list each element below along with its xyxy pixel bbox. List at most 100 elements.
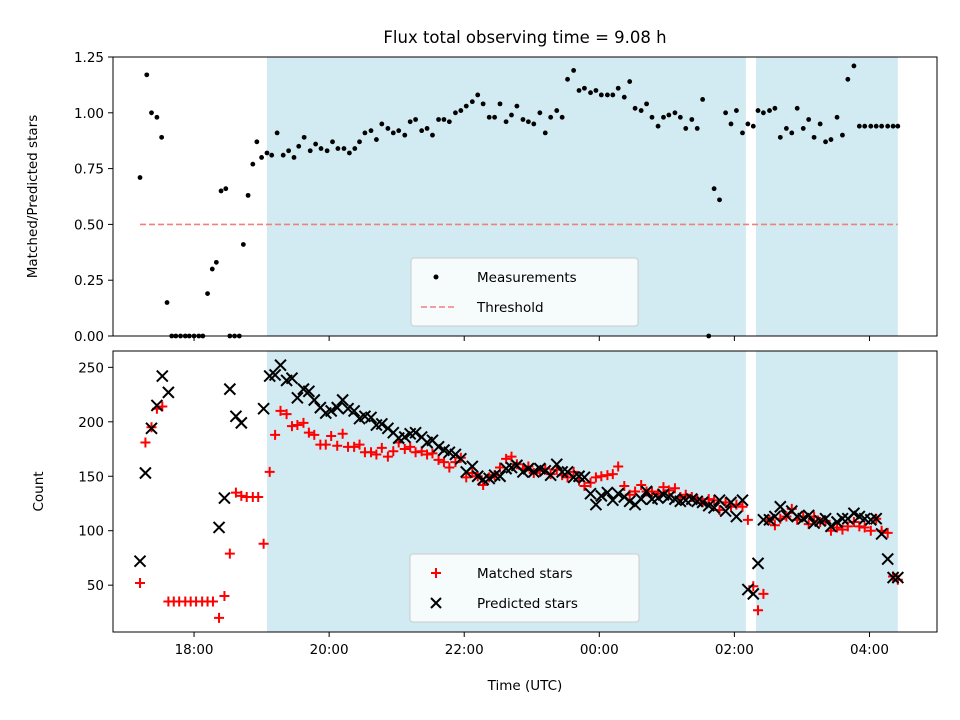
measurement-point — [677, 114, 683, 120]
measurement-point — [772, 105, 778, 111]
measurement-point — [672, 110, 678, 116]
measurement-point — [873, 123, 879, 129]
measurement-point — [509, 112, 514, 118]
matched-star-point — [219, 591, 230, 602]
matched-star-point — [309, 429, 320, 440]
measurement-point — [137, 175, 143, 180]
predicted-star-point — [584, 487, 597, 500]
predicted-star-point — [150, 399, 164, 412]
predicted-star-point — [302, 385, 316, 398]
matched-star-point — [298, 417, 309, 428]
measurement-point — [565, 76, 570, 82]
measurement-point — [352, 146, 358, 151]
matched-star-point — [135, 577, 146, 588]
measurement-point — [335, 146, 341, 151]
matched-star-point — [579, 481, 590, 492]
matched-star-point — [444, 462, 455, 473]
time-x-axis: 18:00 20:00 22:00 00:00 02:00 04:00 — [175, 632, 889, 658]
ratio-panel: 0.00 0.25 0.50 0.75 1.00 1.25 Matched/Predict… — [25, 50, 938, 345]
predicted-star-point — [595, 489, 608, 503]
measurement-point — [694, 126, 700, 131]
measurement-point — [621, 94, 627, 100]
matched-star-point — [326, 430, 337, 441]
predicted-star-point — [802, 509, 815, 522]
measurement-point — [800, 126, 806, 131]
matched-star-point — [753, 605, 764, 616]
measurement-point — [588, 90, 593, 96]
predicted-star-point — [640, 485, 653, 498]
matched-star-point — [349, 441, 360, 452]
measurement-point — [554, 108, 560, 113]
predicted-star-point — [891, 571, 905, 584]
count-shaded-interval-1 — [755, 351, 898, 632]
matched-star-point — [286, 421, 297, 432]
measurement-point — [828, 137, 834, 142]
measurement-point — [254, 139, 260, 145]
measurement-point — [374, 137, 379, 142]
measurement-point — [794, 105, 800, 111]
measurement-point — [717, 197, 722, 203]
predicted-star-point — [156, 369, 169, 383]
measurement-point — [497, 101, 503, 107]
time-x-tick-label: 04:00 — [850, 642, 889, 658]
matched-star-point — [607, 469, 618, 480]
ratio-legend: Measurements Threshold — [410, 257, 639, 327]
legend-matched-marker — [431, 568, 441, 578]
matched-star-point — [737, 501, 748, 512]
predicted-star-point — [268, 368, 282, 382]
matched-star-point — [281, 409, 292, 420]
predicted-star-point — [730, 510, 743, 523]
predicted-star-point — [493, 470, 507, 483]
predicted-star-point — [454, 452, 468, 466]
measurement-point — [666, 112, 672, 118]
ratio-y-axis: 0.00 0.25 0.50 0.75 1.00 1.25 — [74, 50, 113, 345]
matched-star-point — [438, 457, 449, 468]
ratio-y-tick-label: 1.00 — [74, 106, 104, 122]
measurements-layer — [137, 63, 901, 339]
measurement-point — [223, 186, 229, 192]
measurement-point — [402, 132, 408, 138]
measurement-point — [407, 119, 413, 125]
measurement-point — [638, 108, 644, 113]
matched-star-point — [253, 491, 264, 502]
x-axis-label: Time (UTC) — [487, 678, 563, 694]
predicted-star-point — [527, 465, 540, 479]
measurement-point — [582, 85, 587, 91]
measurement-point — [286, 148, 292, 154]
measurement-point — [683, 126, 689, 131]
count-y-tick-label: 200 — [78, 415, 104, 431]
matched-star-point — [207, 596, 218, 607]
predicted-star-point — [139, 466, 152, 480]
ratio-legend-box — [410, 257, 639, 327]
predicted-star-point — [212, 521, 226, 534]
measurement-point — [307, 148, 313, 154]
measurement-point — [313, 141, 319, 147]
measurement-point — [520, 117, 526, 122]
predicted-star-point — [696, 496, 709, 509]
predicted-star-point — [145, 422, 158, 435]
legend-matched-label: Matched stars — [477, 566, 573, 582]
measurement-point — [346, 150, 352, 156]
measurement-point — [149, 110, 154, 116]
matched-star-point — [224, 548, 235, 559]
predicted-star-point — [291, 391, 304, 405]
predicted-star-point — [589, 498, 603, 511]
measurement-point — [723, 110, 728, 116]
predicted-star-point — [713, 494, 726, 507]
measurement-point — [834, 114, 840, 120]
predicted-star-point — [751, 557, 765, 570]
predicted-star-point — [409, 426, 422, 439]
measurement-point — [571, 67, 577, 73]
measurement-point — [396, 128, 402, 134]
matched-star-point — [646, 486, 657, 497]
matched-star-point — [320, 439, 331, 450]
measurement-point — [632, 105, 638, 111]
matched-star-point — [680, 489, 691, 500]
measurement-point — [767, 108, 772, 113]
predicted-star-point — [550, 458, 563, 471]
measurement-point — [205, 291, 210, 296]
predicted-star-point — [768, 510, 782, 523]
measurement-point — [324, 148, 330, 154]
time-x-tick-label: 22:00 — [445, 642, 484, 658]
